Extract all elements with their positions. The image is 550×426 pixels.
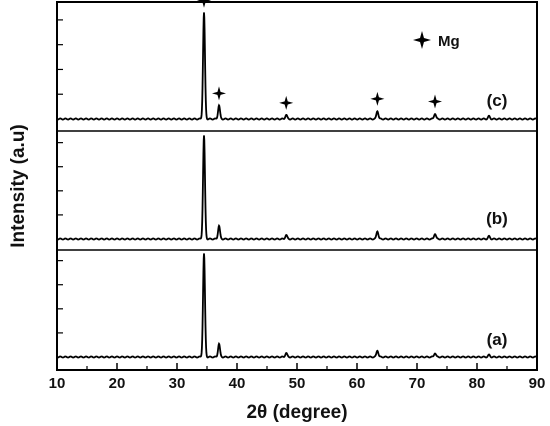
panel-labels: (a) (b) (c)	[486, 91, 508, 349]
xrd-trace-series	[56, 135, 538, 241]
xrd-trace-series	[56, 253, 538, 359]
plot-frame	[56, 1, 538, 371]
mg-star-marker	[212, 86, 226, 101]
x-axis-label: 2θ (degree)	[246, 402, 347, 423]
x-tick-label: 40	[229, 375, 246, 392]
axis-ticks	[56, 19, 538, 370]
legend: Mg	[413, 31, 460, 50]
x-tick-label: 70	[409, 375, 426, 392]
mg-star-marker	[279, 95, 294, 110]
mg-peak-markers	[197, 0, 442, 110]
mg-star-marker	[197, 0, 211, 8]
series-label: (a)	[487, 330, 508, 349]
x-tick-label: 20	[109, 375, 126, 392]
plot-area-frame	[56, 1, 538, 371]
xrd-trace-series	[56, 12, 538, 121]
x-tick-label: 30	[169, 375, 186, 392]
mg-star-marker	[370, 91, 385, 106]
series-label: (c)	[487, 91, 508, 110]
x-tick-label: 90	[529, 375, 546, 392]
legend-star-icon	[413, 31, 431, 49]
mg-star-marker	[428, 94, 442, 109]
legend-label: Mg	[438, 33, 460, 50]
y-axis-label: Intensity (a.u)	[8, 124, 29, 248]
x-tick-label: 80	[469, 375, 486, 392]
x-tick-label: 10	[49, 375, 66, 392]
x-tick-label: 50	[289, 375, 306, 392]
xrd-traces	[56, 12, 538, 359]
series-label: (b)	[486, 209, 508, 228]
x-tick-label: 60	[349, 375, 366, 392]
x-tick-labels: 10 20 30 40 50 60 70 80 90	[49, 375, 546, 392]
